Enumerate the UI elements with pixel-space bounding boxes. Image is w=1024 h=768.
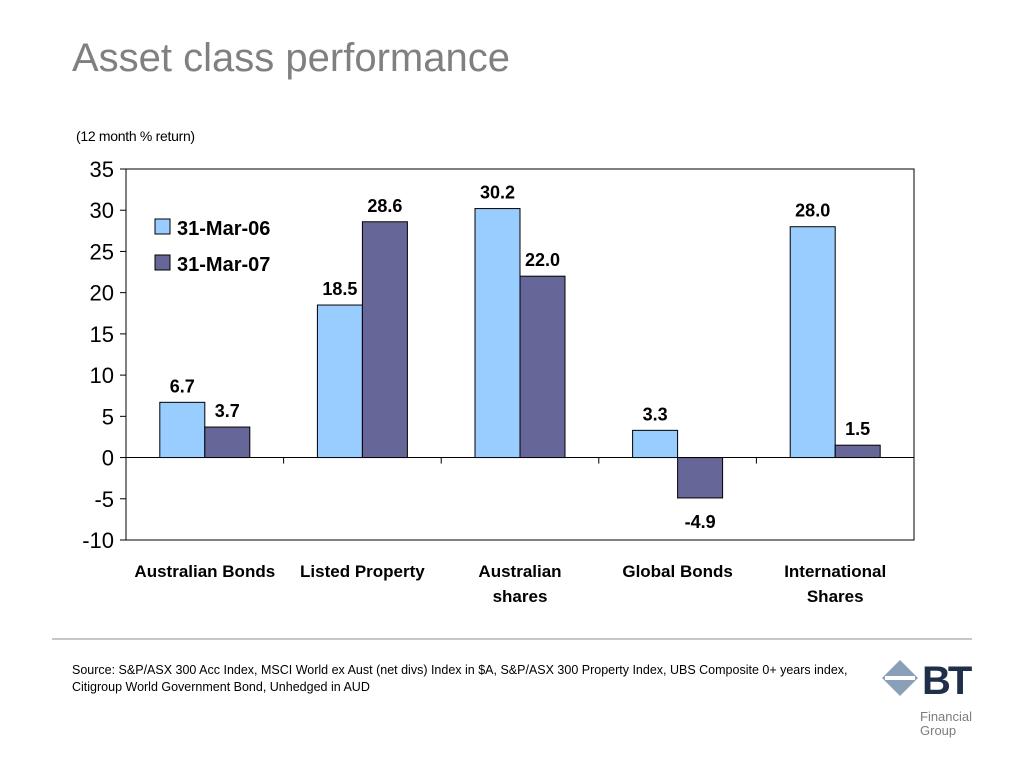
y-tick-label: 15 xyxy=(90,322,114,347)
bar xyxy=(789,226,836,459)
bar xyxy=(677,457,724,499)
data-label: 6.7 xyxy=(170,376,195,396)
category-label: Global Bonds xyxy=(622,562,733,581)
source-note: Source: S&P/ASX 300 Acc Index, MSCI Worl… xyxy=(72,663,848,694)
y-tick-label: 25 xyxy=(90,239,114,264)
bar xyxy=(316,304,363,459)
bar xyxy=(361,221,408,459)
bar xyxy=(519,275,566,459)
logo-line-2: Group xyxy=(920,723,957,738)
logo-line-1: Financial xyxy=(920,709,973,724)
category-label: International xyxy=(784,562,886,581)
data-label: 28.0 xyxy=(795,201,830,221)
bar xyxy=(632,429,679,459)
data-label: 28.6 xyxy=(367,196,402,216)
bar-chart: 35 30 25 20 15 10 5 0 -5 -10 6.7 18.5 30.2 3.3 28.0 3.7… xyxy=(82,157,915,606)
y-tick-label: -10 xyxy=(82,528,114,553)
bt-logo: BT xyxy=(882,659,975,703)
data-label: 3.3 xyxy=(643,404,668,424)
y-tick-label: 0 xyxy=(102,446,114,471)
data-label: 22.0 xyxy=(525,250,560,270)
legend-label: 31-Mar-06 xyxy=(177,218,270,240)
y-tick-label: 5 xyxy=(102,404,114,429)
data-label: 3.7 xyxy=(215,401,240,421)
bar xyxy=(204,426,251,459)
bar xyxy=(834,444,881,459)
bar xyxy=(159,401,206,459)
category-label: Shares xyxy=(807,587,864,606)
chart-subtitle: (12 month % return) xyxy=(76,128,195,144)
y-tick-label: 30 xyxy=(90,198,114,223)
legend-swatch xyxy=(154,218,171,235)
category-label: Australian Bonds xyxy=(134,562,275,581)
data-label: 30.2 xyxy=(480,183,515,203)
logo-brand: BT xyxy=(922,659,972,703)
category-label: Australian xyxy=(478,562,561,581)
slide-title: Asset class performance xyxy=(72,36,510,80)
divider-line xyxy=(52,638,972,640)
category-label: shares xyxy=(493,587,548,606)
data-label: -4.9 xyxy=(685,512,716,532)
bar xyxy=(474,208,521,459)
logo-caption: Financial Group xyxy=(920,710,972,738)
data-label: 1.5 xyxy=(845,419,870,439)
data-label: 18.5 xyxy=(322,279,357,299)
y-tick-label: 10 xyxy=(90,363,114,388)
y-tick-label: 35 xyxy=(90,157,114,182)
y-tick-label: 20 xyxy=(90,281,114,306)
legend-label: 31-Mar-07 xyxy=(177,254,270,276)
legend-swatch xyxy=(154,254,171,271)
category-label: Listed Property xyxy=(300,562,425,581)
y-tick-label: -5 xyxy=(94,487,114,512)
